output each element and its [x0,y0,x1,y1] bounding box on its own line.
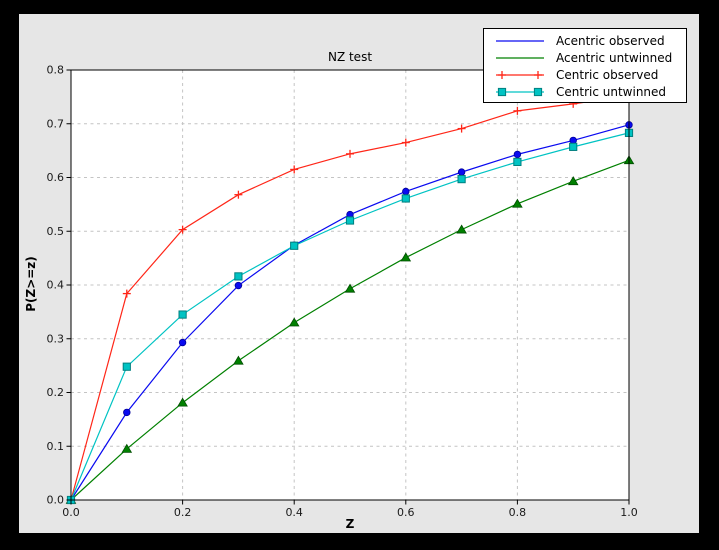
series-0-marker [178,338,187,347]
y-tick-label: 0.6 [47,171,65,184]
y-tick-label: 0.4 [47,279,65,292]
legend-line-sample [496,39,544,42]
legend-item: Centric observed [494,67,680,83]
legend-item: Acentric observed [494,33,680,49]
series-1-marker [512,198,523,208]
series-0-marker [402,187,410,196]
legend-item: Acentric untwinned [494,50,680,66]
series-3-marker [122,362,131,371]
x-tick-label: 1.0 [620,506,638,519]
series-0-marker [513,150,522,159]
x-tick-label: 0.8 [509,506,527,519]
x-tick-label: 0.4 [285,506,303,519]
series-3-marker [457,175,466,184]
legend-line-sample [496,87,544,96]
y-axis-label: P(Z>=z) [24,256,38,312]
series-1-marker [400,252,412,262]
x-tick-label: 0.2 [174,506,192,519]
x-tick-label: 0.0 [62,506,80,519]
y-tick-label: 0.7 [47,117,65,130]
y-tick-label: 0.3 [47,332,65,345]
legend-sample-marker [533,87,543,96]
y-tick-label: 0.0 [47,494,65,507]
legend-item-label: Acentric untwinned [556,50,673,65]
series-3-marker [569,142,578,151]
series-3-marker [178,310,187,319]
series-3-marker [513,157,522,167]
legend-item-label: Centric untwinned [556,84,667,99]
series-1-marker [177,397,188,407]
series-1-marker [288,317,300,327]
figure-canvas: 0.0 0.2 0.4 0.6 0.8 1.0 0.0 0.1 0.2 0.3 0.4 0.5 0.6 0… [19,14,699,533]
legend-sample-marker [497,87,507,96]
series-0-marker [234,281,243,290]
legend-line-sample [496,56,544,59]
series-0-marker [569,136,577,145]
series-1-marker [121,443,133,453]
legend: Acentric observed Acentric untwinned Cen… [483,28,687,103]
series-3-marker [401,194,410,203]
y-tick-label: 0.8 [47,64,65,77]
chart-plot: 0.0 0.2 0.4 0.6 0.8 1.0 0.0 0.1 0.2 0.3 0.4 0.5 0.6 0… [47,64,638,520]
series-1-marker [233,355,244,365]
legend-item-label: Acentric observed [556,33,665,48]
y-tick-label: 0.2 [47,386,65,399]
series-1-marker [344,283,356,293]
legend-item: Centric untwinned [494,84,680,100]
series-3-marker [290,241,299,250]
series-0-marker [123,408,131,417]
legend-item-label: Centric observed [556,67,659,82]
x-axis-label: Z [345,517,355,531]
x-tick-label: 0.6 [397,506,415,519]
series-3-marker [234,272,243,281]
y-tick-label: 0.1 [47,440,65,453]
legend-line-sample [496,70,544,79]
series-1-marker [456,224,467,234]
series-0-marker [457,168,466,176]
y-tick-label: 0.5 [47,225,65,238]
series-1-marker [567,176,579,186]
chart-title: NZ test [327,50,373,64]
series-3-marker [345,216,355,225]
